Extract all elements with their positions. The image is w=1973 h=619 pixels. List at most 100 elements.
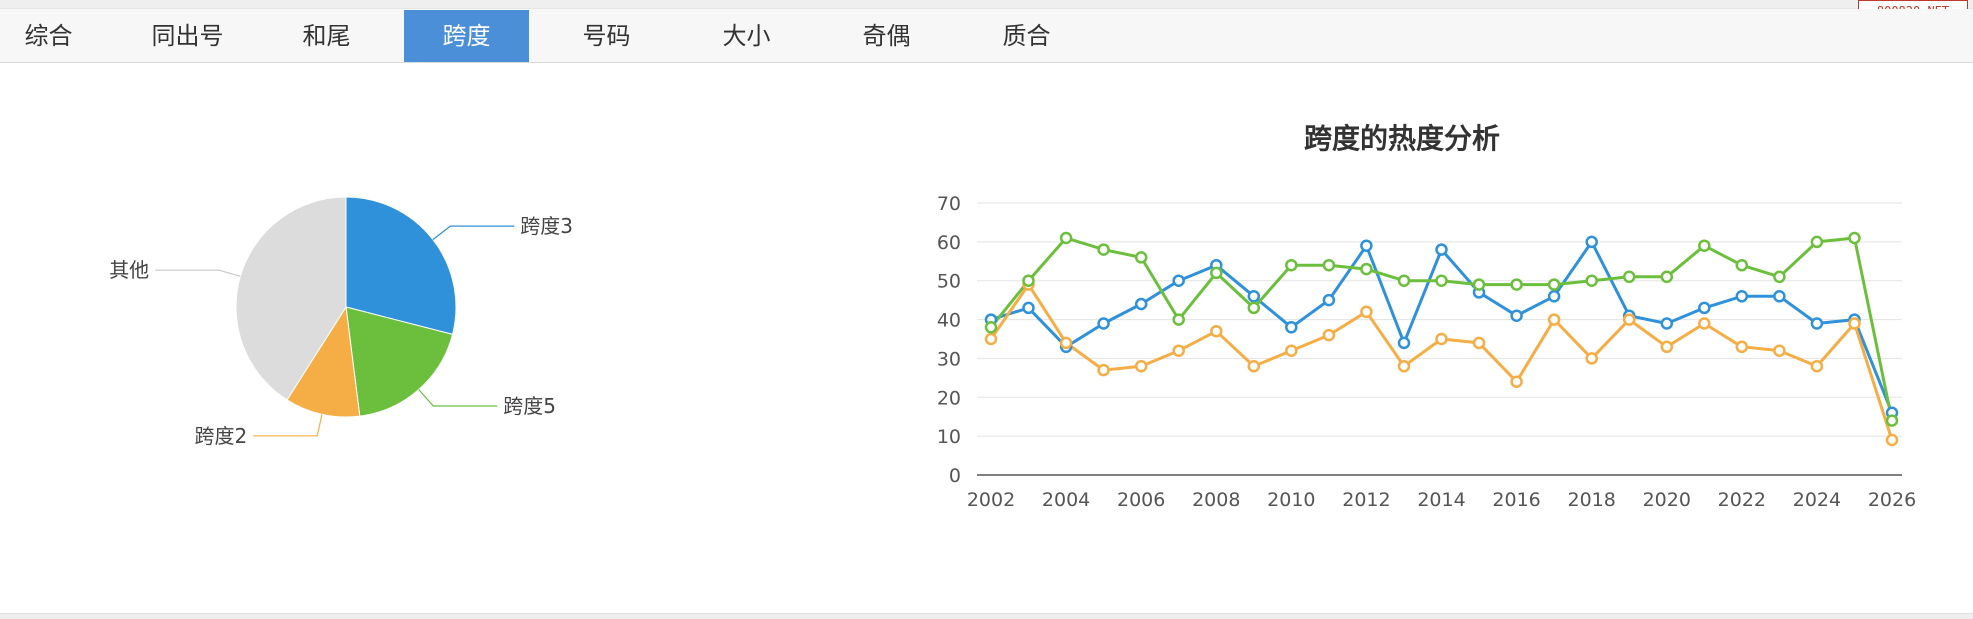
tab-odd-even[interactable]: 奇偶 — [862, 22, 911, 50]
series-0-point-9 — [1322, 293, 1336, 307]
pie-leader-1 — [418, 389, 498, 407]
series-1-point-10 — [1360, 305, 1373, 319]
series-0-point-10 — [1360, 239, 1373, 252]
series-2-point-15 — [1547, 278, 1561, 291]
series-line-1 — [989, 283, 1894, 441]
series-2-point-23 — [1848, 231, 1861, 245]
span-heat-line-chart: 跨度的热度分析 0 10 20 30 40 50 60 70 2002 2004 2006 2008 2… — [937, 122, 1916, 511]
series-1-point-9 — [1322, 328, 1336, 342]
y-tick-label-2: 20 — [937, 387, 961, 409]
x-tick-label-4: 2010 — [1267, 489, 1315, 511]
tab-big-small[interactable]: 大小 — [722, 22, 771, 50]
x-tick-label-12: 2026 — [1868, 489, 1916, 511]
series-1-point-16 — [1585, 352, 1598, 365]
tab-prime-composite[interactable]: 质合 — [1002, 22, 1051, 50]
series-1-point-6 — [1210, 324, 1223, 338]
series-0-point-3 — [1097, 317, 1110, 330]
x-tick-label-9: 2020 — [1643, 489, 1691, 511]
pie-leader-2 — [253, 414, 323, 437]
y-tick-label-5: 50 — [937, 271, 961, 293]
y-tick-label-3: 30 — [937, 348, 961, 370]
series-1-point-12 — [1435, 332, 1448, 346]
series-0-point-22 — [1810, 317, 1824, 330]
chart-title: 跨度的热度分析 — [1304, 122, 1500, 155]
pie-slice-3 — [235, 196, 347, 401]
x-tick-label-3: 2008 — [1192, 489, 1240, 511]
series-0-point-16 — [1585, 235, 1598, 249]
pie-slice-2 — [286, 305, 361, 418]
bottom-border — [0, 613, 1973, 619]
series-2-point-8 — [1285, 258, 1298, 272]
x-tick-label-0: 2002 — [967, 489, 1015, 511]
series-1-point-4 — [1134, 359, 1148, 373]
series-2-point-17 — [1622, 270, 1636, 284]
series-2-point-12 — [1435, 274, 1448, 287]
y-tick-label-6: 60 — [937, 232, 961, 254]
x-tick-label-7: 2016 — [1492, 489, 1540, 511]
series-1-point-15 — [1547, 313, 1561, 326]
series-2-point-24 — [1885, 414, 1899, 427]
series-1-point-14 — [1510, 375, 1523, 388]
series-0-point-19 — [1698, 301, 1711, 315]
tab-numbers[interactable]: 号码 — [582, 22, 631, 50]
y-tick-label-7: 70 — [937, 193, 961, 215]
series-1-point-11 — [1397, 359, 1411, 373]
pie-label-2: 跨度2 — [194, 424, 247, 448]
tab-sum-tail[interactable]: 和尾 — [302, 22, 351, 50]
series-2-point-3 — [1097, 243, 1110, 256]
pie-leader-3 — [155, 269, 241, 277]
pie-label-3: 其他 — [109, 258, 149, 282]
series-1-point-18 — [1660, 340, 1674, 354]
series-2-point-5 — [1172, 313, 1185, 326]
series-2-point-21 — [1773, 270, 1786, 284]
tab-composite[interactable]: 综合 — [24, 22, 73, 50]
pie-slice-0 — [345, 196, 457, 335]
series-1-point-2 — [1059, 336, 1073, 350]
series-1-point-5 — [1172, 344, 1185, 357]
series-1-point-24 — [1885, 433, 1899, 447]
series-2-point-19 — [1698, 239, 1711, 252]
series-1-point-0 — [984, 332, 998, 346]
series-2-point-22 — [1810, 235, 1824, 249]
series-0-point-12 — [1435, 243, 1448, 256]
x-tick-label-6: 2014 — [1417, 489, 1465, 511]
series-line-2 — [989, 236, 1894, 421]
x-tick-label-2: 2006 — [1117, 489, 1165, 511]
top-border — [0, 0, 1973, 9]
series-2-point-14 — [1510, 278, 1523, 291]
series-1-point-22 — [1810, 359, 1824, 373]
series-1-point-21 — [1773, 344, 1786, 357]
pie-label-1: 跨度5 — [503, 394, 556, 418]
x-tick-label-10: 2022 — [1718, 489, 1766, 511]
y-tick-label-4: 40 — [937, 310, 961, 332]
series-2-point-20 — [1735, 258, 1749, 272]
series-2-point-11 — [1397, 274, 1411, 287]
series-0-point-5 — [1172, 274, 1185, 287]
tab-span[interactable]: 跨度 — [404, 10, 529, 62]
tab-same-numbers[interactable]: 同出号 — [151, 22, 224, 50]
series-2-point-4 — [1134, 251, 1148, 264]
series-1-point-13 — [1472, 336, 1486, 350]
series-0-point-8 — [1285, 321, 1298, 334]
series-1-point-3 — [1097, 363, 1110, 377]
pie-leader-0 — [432, 225, 515, 241]
series-2-point-0 — [984, 321, 998, 334]
series-1-point-20 — [1735, 340, 1749, 354]
y-tick-label-0: 0 — [949, 465, 961, 487]
x-tick-label-5: 2012 — [1342, 489, 1390, 511]
series-2-point-16 — [1585, 274, 1598, 287]
series-0-point-7 — [1247, 290, 1261, 303]
series-2-point-18 — [1660, 270, 1674, 284]
series-0-point-14 — [1510, 309, 1523, 322]
x-tick-label-1: 2004 — [1042, 489, 1090, 511]
series-1-point-8 — [1285, 344, 1298, 357]
series-2-point-10 — [1360, 262, 1373, 276]
analysis-tab-bar: 综合 同出号 和尾 跨度 号码 大小 奇偶 质合 — [0, 9, 1973, 63]
series-2-point-13 — [1472, 278, 1486, 291]
series-1-point-23 — [1848, 317, 1861, 330]
series-2-point-2 — [1059, 231, 1073, 245]
series-2-point-9 — [1322, 258, 1336, 272]
series-1-point-7 — [1247, 359, 1261, 373]
series-2-point-6 — [1210, 266, 1223, 280]
series-0-point-15 — [1547, 290, 1561, 303]
